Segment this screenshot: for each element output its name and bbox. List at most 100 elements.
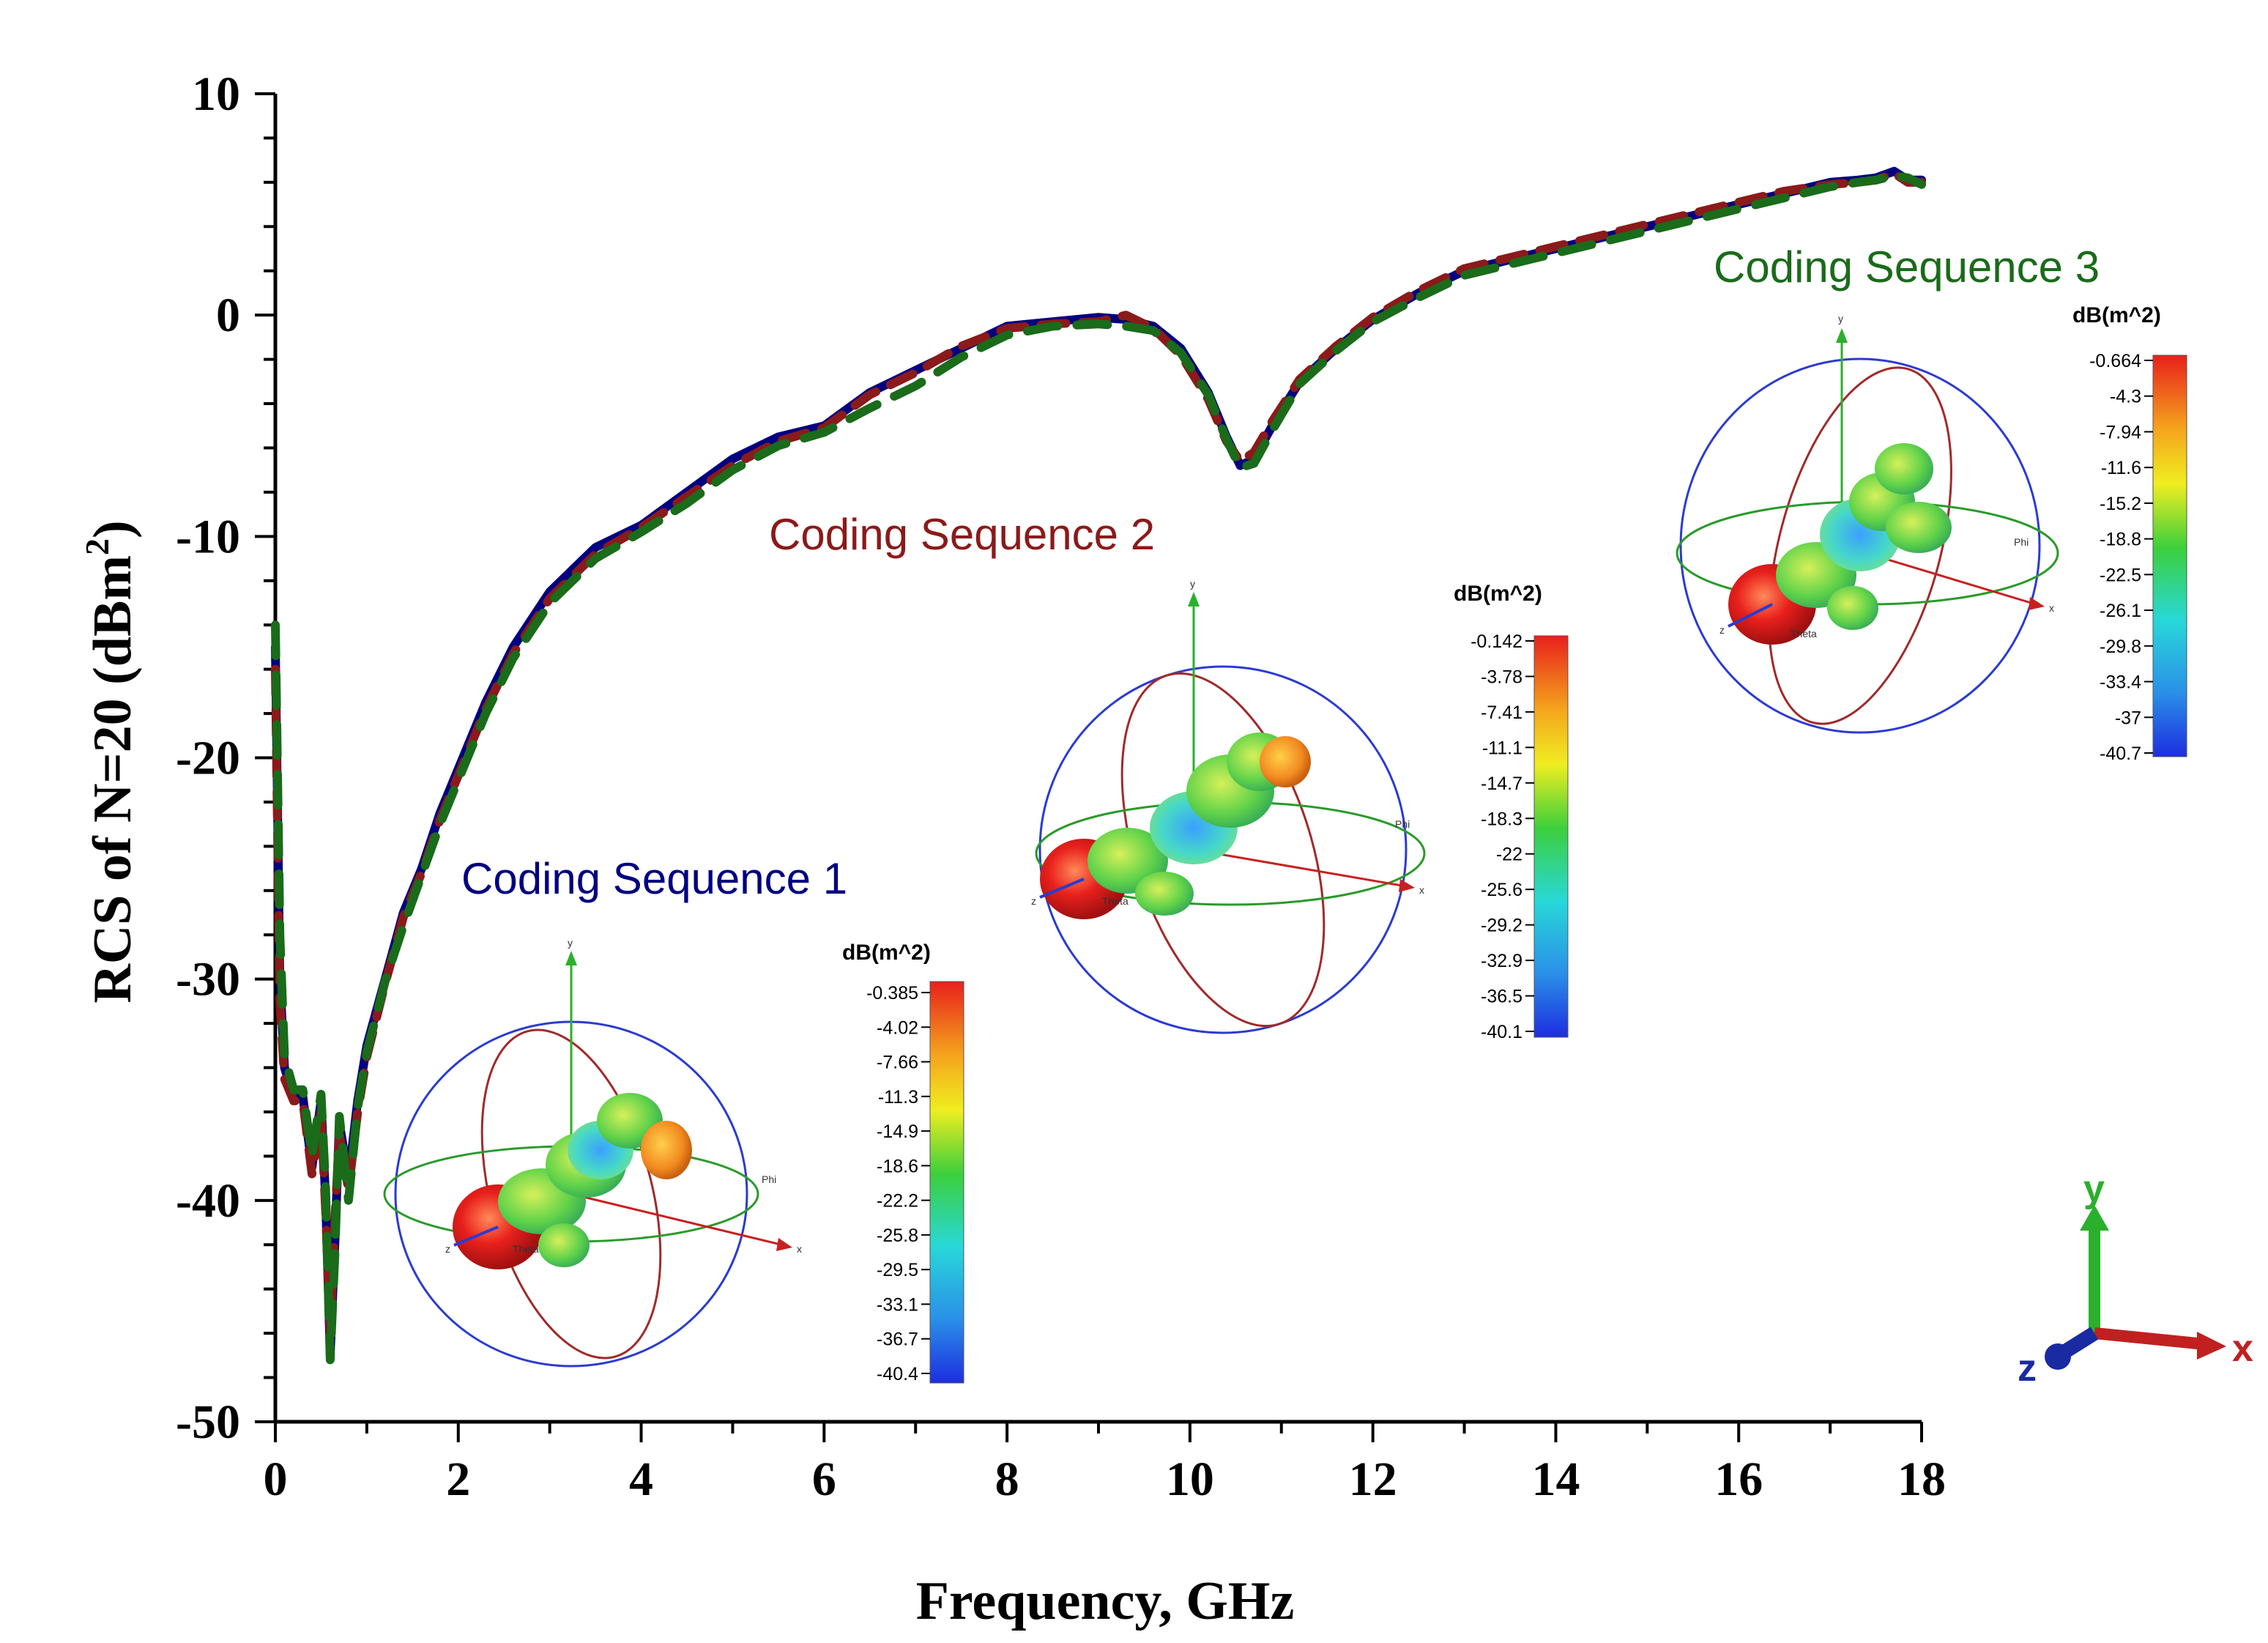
colorbar-tick-label: -29.2 — [1481, 916, 1522, 936]
triad-z-axis — [2061, 1327, 2099, 1358]
colorbar-tick-label: -11.3 — [878, 1087, 918, 1108]
annotation-coding-seq-2: Coding Sequence 2 — [769, 510, 1155, 559]
colorbar-tick-label: -15.2 — [2100, 494, 2141, 514]
inset-label-theta: Theta — [1791, 628, 1817, 639]
colorbar-tick-label: -3.78 — [1481, 667, 1522, 687]
colorbar-tick-label: -7.41 — [1481, 702, 1522, 723]
colorbar-gradient — [929, 981, 964, 1384]
lobe-green-4 — [1886, 502, 1952, 553]
inset-label-x: x — [2049, 602, 2054, 614]
colorbar-tick-label: -22 — [1496, 845, 1522, 865]
series-line-2 — [271, 168, 1926, 1338]
y-arrow-head — [1836, 328, 1848, 343]
colorbar-tick-label: -26.1 — [2100, 601, 2141, 621]
triad-y-head — [2080, 1205, 2109, 1231]
colorbar-tick-label: -29.5 — [877, 1260, 918, 1280]
x-arrow-head — [2029, 597, 2045, 610]
colorbar-tick-label: -33.1 — [877, 1294, 918, 1315]
colorbar-tick-label: -0.385 — [866, 983, 918, 1004]
colorbar-tick-label: -4.02 — [877, 1017, 918, 1038]
inset-label-y: y — [1190, 578, 1195, 590]
inset-label-x: x — [1419, 884, 1424, 896]
x-tick-label: 18 — [1897, 1453, 1946, 1506]
y-tick-label: -40 — [176, 1174, 240, 1228]
inset-label-theta: Theta — [513, 1243, 539, 1255]
colorbar-tick-label: -14.9 — [877, 1121, 918, 1142]
colorbar-gradient — [2152, 355, 2187, 757]
x-axis-title: Frequency, GHz — [916, 1571, 1295, 1631]
inset-label-y: y — [568, 937, 573, 949]
z-axis-arrow — [1728, 603, 1773, 628]
x-arrow-head — [1399, 879, 1415, 892]
x-tick-label: 8 — [995, 1453, 1019, 1506]
triad-z-head — [2045, 1343, 2071, 1370]
lobe-orange — [641, 1121, 692, 1179]
y-axis-title: RCS of N=20 (dBm2) — [78, 520, 143, 1003]
colorbar-tick-label: -22.2 — [877, 1191, 918, 1212]
colorbar-tick-label: -0.142 — [1471, 631, 1522, 652]
tick-labels: 0 2 4 6 8 10 12 14 16 18 10 0 -10 -20 -30 -40 -50 — [176, 67, 1946, 1506]
inset-label-z: z — [445, 1243, 450, 1255]
y-tick-label: 0 — [216, 289, 240, 342]
lobe-green-4 — [538, 1223, 590, 1267]
colorbar-tick-label: -33.4 — [2100, 672, 2141, 693]
inset-seq1: Coding Sequence 1 y x Phi Theta z dB(m^2… — [383, 854, 964, 1384]
z-axis-arrow — [1039, 878, 1085, 899]
colorbar: dB(m^2) -0.664 -4.3 -7.94 -11.6 -15.2 -18.8 -2… — [2072, 303, 2187, 764]
x-axis-arrow — [1193, 848, 1407, 888]
y-arrow-head — [565, 951, 577, 965]
colorbar-tick-label: -11.6 — [2101, 458, 2141, 478]
triad-x-head — [2197, 1332, 2226, 1360]
annotation-coding-seq-3: Coding Sequence 3 — [1714, 242, 2100, 292]
colorbar-tick-label: -11.1 — [1482, 738, 1522, 758]
annotation-coding-seq-1: Coding Sequence 1 — [461, 854, 847, 903]
inset-label-y: y — [1838, 313, 1843, 324]
x-tick-label: 4 — [629, 1453, 653, 1506]
y-tick-label: -50 — [176, 1395, 240, 1449]
x-tick-label: 12 — [1349, 1453, 1397, 1506]
colorbar-tick-label: -40.7 — [2100, 743, 2141, 764]
z-axis-arrow — [453, 1225, 499, 1247]
x-tick-label: 6 — [812, 1453, 836, 1506]
colorbar-tick-label: -14.7 — [1481, 774, 1522, 794]
colorbar-tick-label: -25.8 — [877, 1225, 918, 1246]
triad-label-x: x — [2232, 1327, 2253, 1370]
triad-x-axis — [2094, 1327, 2205, 1350]
inset-label-phi: Phi — [762, 1173, 776, 1185]
inset-label-z: z — [1719, 624, 1725, 636]
x-arrow-head — [776, 1238, 792, 1251]
y-arrow-head — [1188, 592, 1200, 607]
y-axis-title-sup: 2 — [78, 538, 116, 555]
y-axis-title-main: RCS of N=20 (dBm — [83, 555, 143, 1004]
inset-label-x: x — [797, 1243, 802, 1255]
lobe-green-4 — [1135, 872, 1194, 916]
colorbar-gradient — [1533, 635, 1569, 1038]
x-tick-label: 2 — [446, 1453, 470, 1506]
colorbar-tick-label: -7.94 — [2100, 422, 2141, 442]
x-tick-label: 0 — [264, 1453, 288, 1506]
colorbar-tick-label: -36.7 — [877, 1329, 918, 1350]
x-tick-label: 14 — [1531, 1453, 1580, 1506]
colorbar-tick-label: -29.8 — [2100, 637, 2141, 657]
colorbar-tick-label: -0.664 — [2089, 351, 2141, 371]
inset-seq3: Coding Sequence 3 y x Phi Theta z dB(m^2… — [1676, 242, 2187, 764]
colorbar-tick-label: -32.9 — [1481, 951, 1522, 971]
x-tick-label: 16 — [1714, 1453, 1763, 1506]
colorbar-tick-label: -18.8 — [2100, 530, 2141, 550]
coordinate-triad: y x z — [2018, 1168, 2253, 1390]
colorbar-tick-label: -7.66 — [877, 1053, 918, 1073]
y-tick-label: -10 — [176, 510, 240, 563]
y-axis-title-tail: ) — [83, 520, 143, 538]
series-layer — [271, 166, 1926, 1365]
colorbar-title: dB(m^2) — [842, 941, 931, 965]
inset-label-phi: Phi — [2014, 536, 2029, 548]
x-tick-label: 10 — [1166, 1453, 1214, 1506]
colorbar: dB(m^2) -0.385 -4.02 -7.66 -11.3 -14.9 -18.6 -… — [842, 941, 964, 1384]
colorbar-tick-label: -36.5 — [1481, 987, 1522, 1007]
blue-orbit — [1679, 357, 2041, 734]
x-axis-arrow — [570, 1193, 784, 1247]
triad-label-y: y — [2083, 1168, 2105, 1210]
colorbar-tick-label: -22.5 — [2100, 565, 2141, 585]
series-line-3 — [271, 171, 1926, 1365]
